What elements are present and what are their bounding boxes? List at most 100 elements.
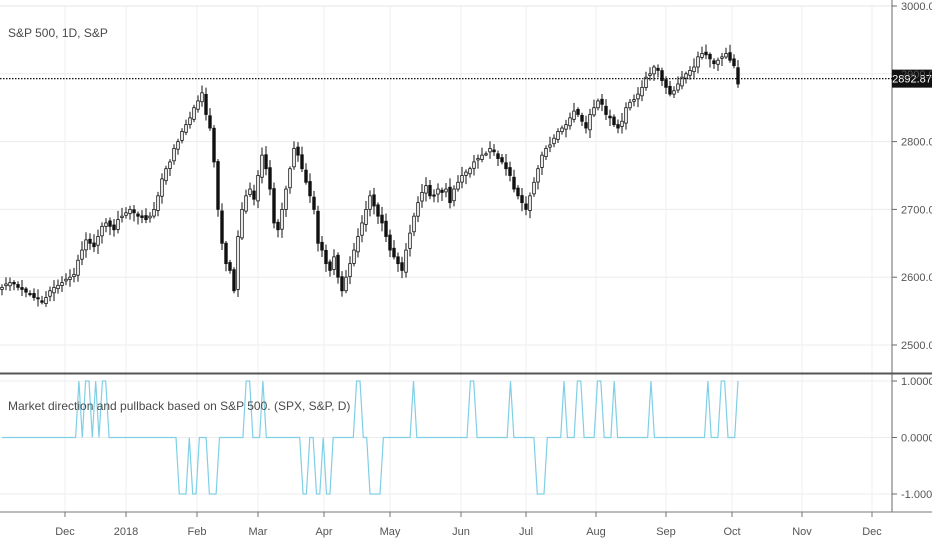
candle-100 (400, 256, 404, 279)
candle-17 (68, 269, 72, 287)
candle-79 (316, 205, 320, 252)
candle-24 (96, 229, 100, 255)
price-axis-labels: 2500.00 2600.00 2700.00 2800.00 2900.00 3000.… (901, 1, 932, 352)
candle-78 (312, 190, 316, 215)
candle-18 (72, 267, 76, 283)
y-tick-label-5: 3000.00 (901, 1, 932, 13)
candle-146 (584, 115, 588, 134)
candle-129 (516, 185, 520, 200)
candle-7 (28, 290, 32, 297)
candle-70 (280, 202, 284, 238)
candle-162 (648, 67, 652, 81)
candle-16 (64, 273, 68, 286)
candle-20 (80, 241, 84, 266)
candle-85 (340, 271, 344, 297)
candle-143 (572, 102, 576, 123)
last-price-badge (892, 69, 932, 88)
candle-19 (76, 254, 80, 282)
candle-151 (604, 99, 608, 121)
candle-27 (108, 217, 112, 236)
candle-156 (624, 102, 628, 130)
candle-184 (736, 60, 740, 88)
candle-15 (60, 276, 64, 292)
x-tick-label-11: Nov (792, 526, 812, 538)
candle-31 (124, 207, 128, 219)
candle-28 (112, 219, 116, 237)
candle-119 (476, 154, 480, 169)
x-tick-label-8: Aug (586, 526, 606, 538)
candle-33 (132, 204, 136, 222)
candle-69 (276, 219, 280, 238)
candle-91 (364, 200, 368, 232)
candle-128 (512, 169, 516, 193)
candle-108 (432, 189, 436, 203)
candle-133 (532, 177, 536, 197)
candle-65 (260, 147, 264, 184)
candle-170 (680, 71, 684, 90)
candle-111 (444, 182, 448, 198)
candle-37 (148, 212, 152, 223)
candle-141 (564, 119, 568, 138)
candle-32 (128, 205, 132, 220)
candle-134 (536, 165, 540, 190)
main-chart-title: S&P 500, 1D, S&P (8, 26, 108, 40)
x-tick-label-2: Feb (188, 526, 207, 538)
x-tick-label-5: May (380, 526, 401, 538)
candle-179 (716, 57, 720, 72)
candle-99 (396, 252, 400, 272)
candle-118 (472, 154, 476, 176)
candle-176 (704, 44, 708, 60)
candle-12 (48, 286, 52, 302)
candle-89 (356, 228, 360, 258)
candle-160 (640, 80, 644, 102)
indicator-title: Market direction and pullback based on S… (8, 399, 350, 413)
candle-182 (728, 44, 732, 63)
time-axis-labels: Dec 2018 Feb Mar Apr May Jun Jul Aug Sep Oct Nov Dec (55, 526, 882, 538)
candle-62 (248, 182, 252, 198)
indicator-line (2, 380, 739, 495)
candle-180 (720, 52, 724, 66)
candle-90 (360, 215, 364, 243)
candle-36 (144, 208, 148, 224)
candle-98 (392, 240, 396, 260)
candle-67 (268, 160, 272, 196)
candle-77 (308, 173, 312, 203)
candle-35 (140, 210, 144, 224)
candle-173 (692, 58, 696, 80)
candle-154 (616, 119, 620, 134)
candle-74 (296, 142, 300, 162)
candle-183 (732, 54, 736, 69)
candle-158 (632, 94, 636, 107)
candle-113 (452, 185, 456, 207)
candle-150 (600, 93, 604, 112)
candle-140 (560, 125, 564, 135)
candle-167 (668, 80, 672, 97)
candle-66 (264, 146, 268, 176)
candle-82 (328, 259, 332, 277)
candle-54 (216, 158, 220, 217)
candle-121 (484, 151, 488, 157)
candle-42 (168, 159, 172, 176)
candle-177 (708, 52, 712, 68)
candle-104 (416, 196, 420, 223)
ind-y-tick-label-0: 1.0000 (901, 376, 932, 388)
candle-130 (520, 188, 524, 212)
indicator-series (2, 380, 739, 495)
candle-39 (156, 191, 160, 217)
x-tick-label-10: Oct (723, 526, 740, 538)
candle-96 (384, 213, 388, 243)
candle-44 (176, 138, 180, 155)
candle-30 (120, 207, 124, 223)
candle-76 (304, 163, 308, 185)
candle-83 (332, 249, 336, 276)
candle-101 (404, 243, 408, 278)
candle-124 (496, 150, 500, 166)
candle-131 (524, 196, 528, 216)
candle-56 (224, 241, 228, 272)
candle-84 (336, 252, 340, 284)
candle-142 (568, 112, 572, 130)
candle-181 (724, 47, 728, 60)
candle-138 (552, 134, 556, 148)
candle-147 (588, 108, 592, 138)
